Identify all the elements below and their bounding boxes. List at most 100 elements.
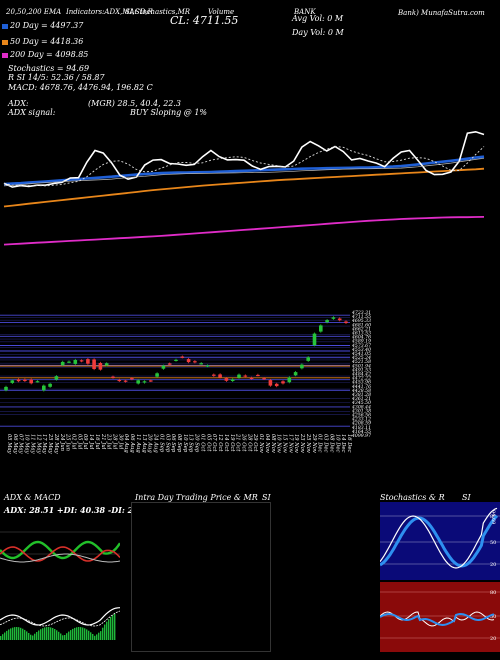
candle-body	[4, 386, 8, 391]
x-tick-label: 11 May	[29, 434, 35, 454]
macd-bar	[26, 631, 28, 640]
x-tick-label: 14 Jul	[88, 434, 94, 450]
ema-50-swatch	[2, 40, 8, 45]
x-tick-label: 05 Jul	[76, 434, 82, 450]
ema-200-swatch	[2, 53, 8, 58]
x-tick-label: 28 May	[53, 433, 59, 454]
x-tick-label: 01 Nov	[258, 434, 264, 453]
macd-bar	[78, 627, 80, 640]
rsi-tick: 20	[490, 636, 496, 642]
x-tick-label: 28 Jul	[112, 433, 118, 450]
x-tick-label: 06 Sep	[170, 434, 176, 453]
macd-bar	[34, 633, 36, 640]
mrsi-line	[380, 612, 495, 627]
candle-body	[344, 321, 348, 323]
series-line-50-day	[3, 167, 485, 208]
macd-bar	[42, 628, 44, 640]
y-tick-label: 4613.53	[351, 331, 371, 337]
macd-bar	[10, 628, 12, 640]
stochastics-panel: 80 50 20 94.69	[380, 502, 500, 580]
x-tick-label: 25 Jun	[65, 433, 71, 451]
candle-body	[104, 363, 109, 366]
y-tick-label: 4553.40	[351, 347, 371, 353]
x-tick-label: 01 Oct	[199, 434, 205, 452]
candle-body	[337, 318, 342, 321]
macd-bar	[14, 627, 16, 640]
macd-bar	[86, 629, 88, 640]
x-tick-label: 25 May	[47, 433, 53, 454]
ema-band-line	[3, 157, 485, 187]
intraday-title: Intra Day Trading Price & MR	[135, 493, 258, 502]
adx-signal-value: BUY Sloping @ 1%	[130, 108, 208, 117]
candle-body	[249, 377, 254, 379]
y-tick-label: 4308.44	[351, 404, 371, 410]
macd-bar	[80, 627, 82, 640]
x-tick-label: 08 Dec	[328, 434, 334, 452]
header-company: Bank) MunafaSutra.com	[398, 9, 485, 17]
candle-body	[123, 380, 128, 382]
stochastics-info: Stochastics = 94.69	[8, 64, 90, 73]
intraday-panel	[131, 502, 271, 652]
candle-body	[230, 379, 235, 381]
x-tick-label: 17 Nov	[287, 434, 293, 453]
macd-bar	[104, 624, 106, 640]
macd-bar	[110, 617, 112, 640]
y-tick-label: 4573.67	[351, 343, 371, 349]
x-tick-label: 20 Sep	[194, 433, 200, 453]
y-tick-label: 4233.12	[351, 417, 371, 423]
x-tick-label: 28 Oct	[246, 433, 252, 452]
candle-body	[92, 359, 96, 369]
stoch-d-line	[380, 514, 499, 568]
candle-body	[142, 381, 147, 383]
x-tick-label: 05 Oct	[205, 434, 211, 452]
candle-body	[149, 380, 153, 382]
x-tick-label: 23 Jul	[106, 433, 112, 450]
signal-line	[0, 610, 120, 627]
candle-body	[161, 365, 166, 369]
x-tick-label: 06 May	[12, 434, 18, 454]
x-tick-label: 16 Jul	[94, 434, 100, 450]
x-tick-label: 09 Jul	[82, 434, 88, 450]
candle-body	[274, 383, 279, 387]
candle-body	[180, 356, 185, 358]
y-tick-label: 4301.38	[351, 408, 371, 414]
rsi-tick: 50	[490, 614, 496, 620]
candlestick-chart: 4723.314711.554695.334681.604662.214613.…	[0, 310, 371, 454]
header-indicators: Indicators:ADX,MACD,R	[66, 8, 153, 16]
x-tick-label: 05 May	[6, 434, 12, 454]
y-tick-label: 4484.42	[351, 372, 371, 378]
x-tick-label: 14 Oct	[223, 434, 229, 452]
ema-price-chart	[3, 130, 485, 246]
x-tick-label: 19 Nov	[293, 434, 299, 453]
candle-body	[237, 374, 241, 378]
adx-panel	[0, 502, 120, 580]
rsi-info: R SI 14/5: 52.36 / 58.87	[8, 73, 105, 82]
macd-bar	[76, 627, 78, 640]
series-line-close	[3, 130, 485, 188]
x-tick-label: 01 Dec	[317, 434, 323, 452]
macd-bar	[112, 615, 114, 640]
x-tick-label: 01 Sep	[158, 434, 164, 453]
macd-bar	[114, 613, 116, 640]
candle-body	[319, 325, 323, 332]
macd-bar	[40, 629, 42, 640]
candle-body	[86, 359, 90, 364]
x-tick-label: 10 Sep	[182, 434, 188, 453]
macd-bar	[84, 628, 86, 640]
macd-bar	[32, 635, 34, 640]
adx-signal-label: ADX signal:	[8, 108, 56, 117]
macd-bar	[102, 627, 104, 640]
candle-body	[218, 374, 222, 378]
candle-body	[281, 381, 285, 384]
macd-bar	[82, 627, 84, 640]
macd-bar	[94, 635, 96, 640]
x-tick-label: 07 May	[18, 434, 24, 454]
candle-body	[54, 376, 59, 380]
macd-bar	[8, 629, 10, 640]
y-tick-label: 4345.50	[351, 400, 371, 406]
macd-panel	[0, 582, 120, 652]
macd-bar	[30, 634, 32, 640]
candle-body	[224, 378, 229, 381]
header-ema-caption: 20,50,200 EMA	[6, 8, 62, 16]
candle-body	[117, 379, 122, 382]
